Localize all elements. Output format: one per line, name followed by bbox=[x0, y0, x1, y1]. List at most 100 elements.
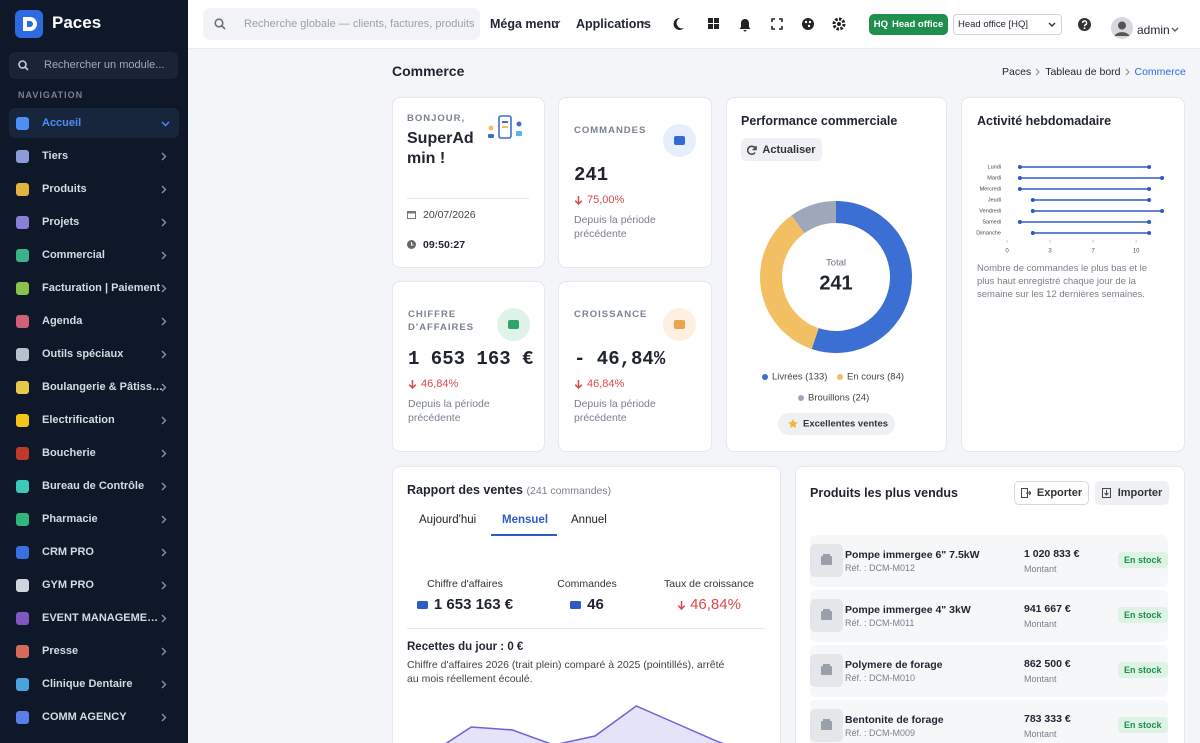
sales-tab[interactable]: Annuel bbox=[571, 514, 607, 526]
product-row[interactable]: Pompe immergee 6" 7.5kW Réf. : DCM-M012 1 … bbox=[810, 535, 1168, 587]
nav-item[interactable]: Produits bbox=[9, 174, 179, 204]
decoration bbox=[1171, 27, 1179, 32]
decoration bbox=[161, 251, 167, 260]
nav-item[interactable]: Electrification bbox=[9, 405, 179, 435]
decoration bbox=[502, 126, 508, 128]
weekly-card: Activité hebdomadaire Nombre de commande… bbox=[961, 97, 1185, 452]
performance-card: Performance commerciale Actualiser bbox=[726, 97, 947, 452]
nav-item[interactable]: Outils spéciaux bbox=[9, 339, 179, 369]
decoration bbox=[161, 713, 167, 722]
decoration bbox=[1020, 488, 1031, 498]
decoration bbox=[832, 17, 846, 31]
breadcrumb-current: Commerce bbox=[1134, 66, 1186, 78]
nav-icon bbox=[16, 116, 29, 130]
sales-tab[interactable]: Aujourd'hui bbox=[419, 514, 477, 526]
nav-label: Commercial bbox=[42, 249, 105, 261]
nav-label: Produits bbox=[42, 183, 87, 195]
decoration bbox=[161, 680, 167, 689]
decoration bbox=[837, 22, 841, 26]
product-amount-label: Montant bbox=[1024, 564, 1057, 574]
kpi-change: 46,84% bbox=[408, 378, 458, 390]
nav-label: Tiers bbox=[42, 150, 69, 162]
decoration bbox=[508, 320, 519, 329]
decoration bbox=[161, 482, 167, 491]
nav-item[interactable]: COMM AGENCY bbox=[9, 702, 179, 732]
decoration bbox=[24, 66, 29, 71]
nav-item[interactable]: Facturation | Paiement bbox=[9, 273, 179, 303]
entity-select[interactable]: Head office [HQ] bbox=[953, 14, 1062, 35]
nav-label: EVENT MANAGEME… bbox=[42, 612, 159, 624]
breadcrumb-item[interactable]: Tableau de bord bbox=[1045, 66, 1121, 78]
nav-item[interactable]: Boucherie bbox=[9, 438, 179, 468]
product-name: Pompe immergee 6" 7.5kW bbox=[845, 549, 980, 561]
decoration bbox=[708, 18, 719, 29]
nav-label: Projets bbox=[42, 216, 80, 228]
nav-chevron bbox=[161, 218, 168, 230]
decoration bbox=[27, 21, 33, 27]
product-row[interactable]: Pompe immergee 4" 3kW Réf. : DCM-M011 941 … bbox=[810, 590, 1168, 642]
product-name: Bentonite de forage bbox=[845, 714, 944, 726]
decoration bbox=[574, 196, 583, 205]
nav-item[interactable]: CRM PRO bbox=[9, 537, 179, 567]
nav-chevron bbox=[161, 317, 168, 329]
product-row[interactable]: Bentonite de forage Réf. : DCM-M009 783 33… bbox=[810, 700, 1168, 743]
nav-item[interactable]: Pharmacie bbox=[9, 504, 179, 534]
nav-chevron bbox=[161, 581, 168, 593]
export-label: Exporter bbox=[1036, 487, 1083, 499]
decoration bbox=[821, 609, 832, 620]
decoration bbox=[821, 556, 832, 565]
decoration bbox=[553, 20, 561, 25]
nav-item[interactable]: Presse bbox=[9, 636, 179, 666]
decoration bbox=[808, 20, 812, 24]
decoration bbox=[1081, 20, 1088, 27]
nav-item[interactable]: GYM PRO bbox=[9, 570, 179, 600]
import-button[interactable]: Importer bbox=[1095, 481, 1169, 505]
decoration bbox=[752, 145, 758, 150]
nav-item[interactable]: Bureau de Contrôle bbox=[9, 471, 179, 501]
kpi-value: - 46,84% bbox=[574, 348, 666, 370]
decoration bbox=[161, 284, 167, 293]
nav-item[interactable]: Commercial bbox=[9, 240, 179, 270]
sales-tab[interactable]: Mensuel bbox=[502, 514, 549, 526]
decoration bbox=[674, 136, 685, 145]
applications-menu[interactable]: Applications bbox=[576, 17, 652, 31]
nav-section: NAVIGATION bbox=[18, 90, 84, 100]
decoration bbox=[823, 554, 830, 557]
decoration bbox=[1125, 68, 1130, 76]
nav-item[interactable]: Tiers bbox=[9, 141, 179, 171]
user-name[interactable]: admin bbox=[1137, 23, 1170, 37]
kpi-label: COMMANDES bbox=[574, 125, 647, 136]
nav-item[interactable]: Projets bbox=[9, 207, 179, 237]
sales-stat: Chiffre d'affaires 1 653 163 € bbox=[395, 578, 535, 613]
avatar[interactable] bbox=[1111, 17, 1133, 39]
weekly-title: Activité hebdomadaire bbox=[977, 114, 1112, 128]
decoration bbox=[1078, 18, 1091, 31]
kpi-change: 46,84% bbox=[574, 378, 624, 390]
nav-item[interactable]: Agenda bbox=[9, 306, 179, 336]
kpi-note: Depuis la période précédente bbox=[408, 398, 490, 424]
nav-icon bbox=[16, 413, 29, 427]
global-search[interactable]: Recherche globale — clients, factures, p… bbox=[203, 8, 480, 40]
product-row[interactable]: Polymere de forage Réf. : DCM-M010 862 500… bbox=[810, 645, 1168, 697]
export-button[interactable]: Exporter bbox=[1014, 481, 1089, 505]
nav-icon bbox=[16, 347, 29, 361]
nav-item[interactable]: Boulangerie & Pâtiss… bbox=[9, 372, 179, 402]
nav-item[interactable]: EVENT MANAGEME… bbox=[9, 603, 179, 633]
nav-item[interactable]: Accueil bbox=[9, 108, 179, 138]
stock-badge: En stock bbox=[1118, 662, 1168, 678]
product-amount: 1 020 833 € bbox=[1024, 548, 1080, 560]
decoration bbox=[821, 719, 832, 730]
help-icon[interactable] bbox=[1078, 18, 1091, 31]
nav-item[interactable]: Clinique Dentaire bbox=[9, 669, 179, 699]
toolbar-icons[interactable] bbox=[668, 15, 858, 33]
decoration bbox=[161, 218, 167, 227]
mega-menu[interactable]: Méga menu bbox=[490, 17, 559, 31]
greeting-name: SuperAdmin ! bbox=[407, 130, 474, 167]
refresh-button[interactable]: Actualiser bbox=[741, 138, 822, 161]
greeting-date: 20/07/2026 bbox=[423, 209, 476, 221]
module-search[interactable]: Rechercher un module... bbox=[9, 52, 178, 79]
breadcrumb-item[interactable]: Paces bbox=[1002, 66, 1032, 78]
nav-label: Bureau de Contrôle bbox=[42, 480, 145, 492]
decoration bbox=[821, 721, 832, 730]
decoration bbox=[161, 515, 167, 524]
